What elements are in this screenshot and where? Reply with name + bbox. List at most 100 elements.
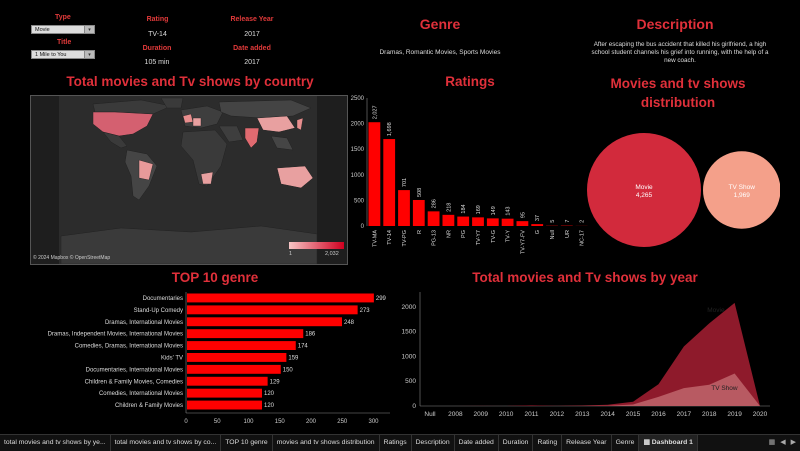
data-label: 248 (344, 320, 355, 326)
x-tick-label: TV-Y7-FV (520, 230, 526, 254)
tab-genre[interactable]: Genre (612, 435, 640, 451)
bar (187, 305, 358, 314)
data-label: 273 (360, 308, 371, 314)
bar (502, 219, 514, 226)
y-tick-label: 1000 (402, 353, 417, 360)
tab-label: Release Year (566, 439, 606, 446)
x-tick-label: 50 (214, 419, 221, 425)
data-label: 286 (432, 199, 438, 208)
tab-rating[interactable]: Rating (533, 435, 562, 451)
bar (531, 224, 543, 226)
rating-label: Rating (145, 16, 170, 23)
title-filter-select[interactable]: 1 Mile to You ▾ (31, 50, 95, 59)
x-tick-label: TV-G (491, 230, 497, 243)
data-label: 2,027 (372, 105, 378, 119)
x-tick-label: 2013 (575, 411, 590, 418)
tab-dashboard-1[interactable]: ▦ Dashboard 1 (639, 435, 697, 451)
map-attribution: © 2024 Mapbox © OpenStreetMap (33, 255, 110, 261)
tab-top-10-genre[interactable]: TOP 10 genre (221, 435, 272, 451)
tab-date-added[interactable]: Date added (455, 435, 499, 451)
tab-total-movies-and-tv-shows-by-ye[interactable]: total movies and tv shows by ye... (0, 435, 111, 451)
bar (187, 365, 281, 374)
y-tick-label: Dramas, International Movies (105, 320, 183, 326)
y-tick-label: Kids' TV (161, 355, 183, 361)
type-filter-select[interactable]: Movie ▾ (31, 25, 95, 34)
tab-label: Duration (503, 439, 529, 446)
x-tick-label: Null (424, 411, 436, 418)
data-label: 174 (298, 344, 309, 350)
y-tick-label: 1500 (402, 329, 417, 336)
type-filter-label: Type (55, 14, 71, 21)
chevron-down-icon: ▾ (84, 51, 94, 58)
data-label: 120 (264, 391, 275, 397)
scroll-left-icon[interactable]: ◀ (780, 435, 785, 451)
data-label: 184 (461, 204, 467, 213)
ratings-chart[interactable]: 050010001500200025002,027TV-MA1,698TV-14… (345, 92, 595, 262)
y-tick-label: Documentaries, International Movies (86, 367, 183, 373)
distribution-title: Movies and tv shows distribution (598, 74, 758, 112)
bar (383, 139, 395, 226)
data-label: 186 (305, 332, 316, 338)
tab-total-movies-and-tv-shows-by-co[interactable]: total movies and tv shows by co... (111, 435, 222, 451)
bar (428, 211, 440, 226)
legend-min: 1 (289, 251, 292, 257)
data-label: 299 (376, 296, 387, 302)
bar (187, 377, 268, 386)
world-map (31, 96, 347, 264)
data-label: 159 (288, 355, 299, 361)
data-label: 37 (535, 215, 541, 221)
tab-movies-and-tv-shows-distribution[interactable]: movies and tv shows distribution (273, 435, 380, 451)
genre-title: Genre (380, 16, 500, 32)
x-tick-label: 0 (184, 419, 188, 425)
bar (369, 122, 381, 226)
x-tick-label: 2011 (525, 411, 539, 418)
y-tick-label: 2500 (351, 96, 365, 102)
title-filter-label: Title (57, 39, 71, 46)
tab-description[interactable]: Description (412, 435, 455, 451)
description-value: After escaping the bus accident that kil… (590, 41, 770, 65)
x-tick-label: 2016 (651, 411, 666, 418)
data-label: 143 (506, 206, 512, 215)
rating-value: TV-14 (140, 31, 175, 38)
series-label-tv-show: TV Show (711, 385, 738, 392)
y-tick-label: Children & Family Movies, Comedies (85, 379, 183, 385)
x-tick-label: TV-MA (372, 230, 378, 247)
x-tick-label: TV-14 (387, 230, 393, 245)
x-tick-label: 100 (243, 419, 254, 425)
tab-label: Genre (616, 439, 635, 446)
data-label: 129 (270, 379, 281, 385)
map-color-legend (289, 242, 344, 249)
sheet-sort-icon[interactable]: ▦ (769, 435, 776, 451)
data-label: 7 (565, 220, 571, 223)
tab-ratings[interactable]: Ratings (380, 435, 412, 451)
bar (187, 329, 303, 338)
bar (187, 401, 262, 410)
scroll-right-icon[interactable]: ▶ (791, 435, 796, 451)
y-tick-label: 1000 (351, 173, 365, 179)
tab-duration[interactable]: Duration (499, 435, 534, 451)
bar (413, 200, 425, 226)
series-label-movie: Movie (707, 307, 725, 314)
ratings-title: Ratings (420, 74, 520, 89)
x-tick-label: 2019 (727, 411, 742, 418)
tab-label: movies and tv shows distribution (277, 439, 375, 446)
data-label: 169 (476, 205, 482, 214)
data-label: 5 (550, 220, 556, 223)
x-tick-label: PG-13 (432, 230, 438, 246)
x-tick-label: 2010 (499, 411, 514, 418)
date-added-label: Date added (222, 45, 282, 52)
tab-label: Dashboard 1 (652, 439, 693, 446)
tab-label: Description (416, 439, 450, 446)
x-tick-label: 250 (337, 419, 348, 425)
x-tick-label: 2008 (448, 411, 463, 418)
country-map[interactable]: © 2024 Mapbox © OpenStreetMap 1 2,032 (30, 95, 348, 265)
bar (517, 221, 529, 226)
x-tick-label: 300 (368, 419, 379, 425)
bar (472, 217, 484, 226)
tab-release-year[interactable]: Release Year (562, 435, 611, 451)
bar (487, 218, 499, 226)
x-tick-label: TV-PG (402, 230, 408, 247)
